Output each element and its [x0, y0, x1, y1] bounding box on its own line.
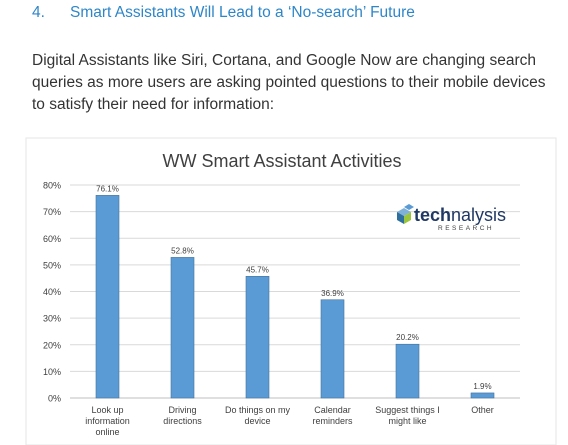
bar-value-label: 76.1%	[96, 184, 119, 193]
y-axis: 0% 10% 20% 30% 40% 50% 60% 70% 80%	[43, 181, 520, 404]
y-tick-label: 40%	[43, 287, 61, 297]
x-tick-label-line: online	[95, 427, 119, 437]
bar-value-label: 1.9%	[473, 382, 491, 391]
y-tick-label: 30%	[43, 314, 61, 324]
x-tick-label-line: Calendar	[314, 405, 351, 415]
bar	[170, 257, 195, 399]
bar	[95, 195, 120, 399]
value-labels: 76.1% 52.8% 45.7% 36.9% 20.2% 1.9%	[96, 184, 491, 391]
x-tick-label-line: Do things on my	[225, 405, 291, 415]
x-axis-labels: Look up information online Driving direction…	[85, 405, 494, 437]
x-tick-label-line: Look up	[91, 405, 123, 415]
cube-icon	[397, 204, 414, 224]
bar	[320, 299, 345, 399]
bar-value-label: 45.7%	[246, 265, 269, 274]
y-tick-label: 50%	[43, 260, 61, 270]
x-tick-label-line: reminders	[312, 416, 353, 426]
y-tick-label: 70%	[43, 207, 61, 217]
x-tick-label-line: might like	[388, 416, 426, 426]
chart-bars	[95, 195, 495, 399]
chart-title: WW Smart Assistant Activities	[162, 151, 401, 171]
logo-text-nalysis: nalysis	[451, 205, 506, 225]
y-tick-label: 20%	[43, 340, 61, 350]
section-title: Smart Assistants Will Lead to a ‘No-sear…	[70, 4, 415, 21]
bar	[245, 276, 270, 399]
bar-value-label: 20.2%	[396, 333, 419, 342]
section-heading: 4. Smart Assistants Will Lead to a ‘No-se…	[32, 4, 415, 22]
x-tick-label-line: device	[244, 416, 270, 426]
y-tick-label: 0%	[48, 394, 61, 404]
y-tick-label: 60%	[43, 234, 61, 244]
x-tick-label: Driving directions	[163, 405, 202, 426]
intro-paragraph: Digital Assistants like Siri, Cortana, a…	[32, 52, 546, 113]
y-tick-label: 80%	[43, 181, 61, 191]
x-tick-label-line: information	[85, 416, 130, 426]
y-tick-label: 10%	[43, 367, 61, 377]
x-tick-label-line: directions	[163, 416, 202, 426]
x-tick-label: Do things on my device	[225, 405, 291, 426]
technalysis-logo: technalysis RESEARCH	[397, 204, 506, 232]
bar-value-label: 52.8%	[171, 246, 194, 255]
logo-subtext: RESEARCH	[438, 225, 494, 232]
logo-text-tech: tech	[414, 205, 451, 225]
section-number: 4.	[32, 4, 45, 21]
chart-gridlines	[70, 184, 520, 372]
x-tick-label: Look up information online	[85, 405, 130, 437]
bar	[395, 343, 420, 399]
x-tick-label-line: Suggest things I	[375, 405, 440, 415]
bar	[470, 392, 495, 399]
x-tick-label-line: Driving	[168, 405, 196, 415]
x-tick-label-line: Other	[471, 405, 494, 415]
logo-text: technalysis	[414, 205, 506, 225]
x-tick-label: Other	[471, 405, 494, 415]
x-tick-label: Calendar reminders	[312, 405, 353, 426]
bar-value-label: 36.9%	[321, 289, 344, 298]
